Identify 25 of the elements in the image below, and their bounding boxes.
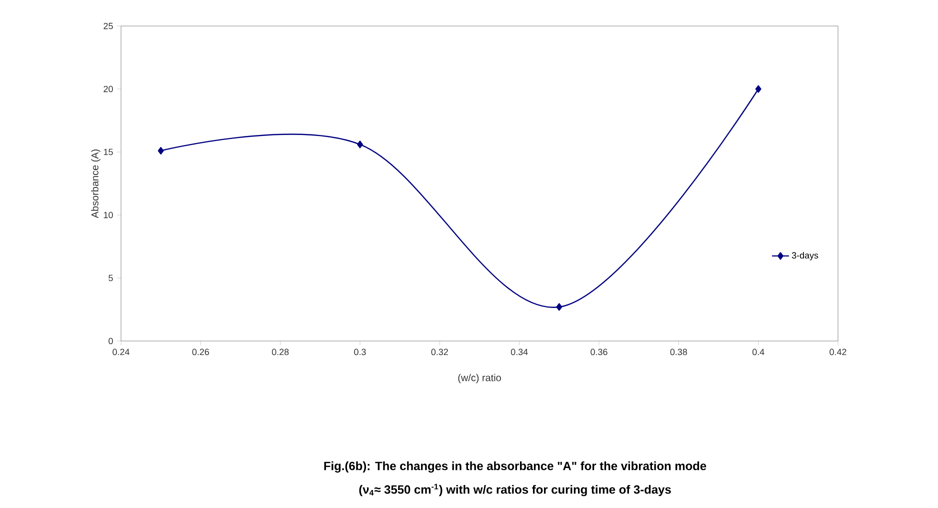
x-tick-label: 0.36 bbox=[590, 348, 608, 356]
y-tick-label: 10 bbox=[104, 212, 113, 218]
x-tick-label: 0.26 bbox=[192, 348, 209, 356]
x-tick-label: 0.28 bbox=[272, 348, 289, 356]
point bbox=[357, 140, 363, 148]
y-tick-label: 0 bbox=[108, 338, 113, 344]
text: (ν$_{4}$≈ 3550 cm$^{-1}$) with w/c ratios for curing time of 3-days bbox=[359, 484, 671, 496]
point bbox=[158, 146, 164, 155]
y-tick-label: 20 bbox=[104, 86, 113, 92]
x-tick-label: 0.34 bbox=[510, 348, 528, 356]
y-tick-label: 25 bbox=[104, 22, 113, 30]
y-tick-label: 15 bbox=[104, 148, 113, 156]
x-tick-label: 0.4 bbox=[752, 348, 764, 356]
x-tick-label: 0.32 bbox=[431, 348, 448, 356]
point bbox=[755, 85, 762, 93]
x-tick-label: 0.38 bbox=[670, 348, 688, 356]
text: Fig.(6b): The changes in the absorbance "A" for the vibration mode bbox=[324, 461, 706, 473]
legend-label: 3-days bbox=[792, 252, 818, 260]
point bbox=[556, 303, 562, 311]
y-axis-title: Absorbance (A) bbox=[91, 150, 100, 218]
x-tick-label: 0.42 bbox=[830, 348, 846, 356]
x-tick-label: 0.3 bbox=[354, 348, 366, 356]
x-tick-label: 0.24 bbox=[112, 348, 130, 356]
x-axis-title: (w/c) ratio bbox=[458, 374, 501, 384]
y-tick-label: 5 bbox=[108, 274, 113, 282]
